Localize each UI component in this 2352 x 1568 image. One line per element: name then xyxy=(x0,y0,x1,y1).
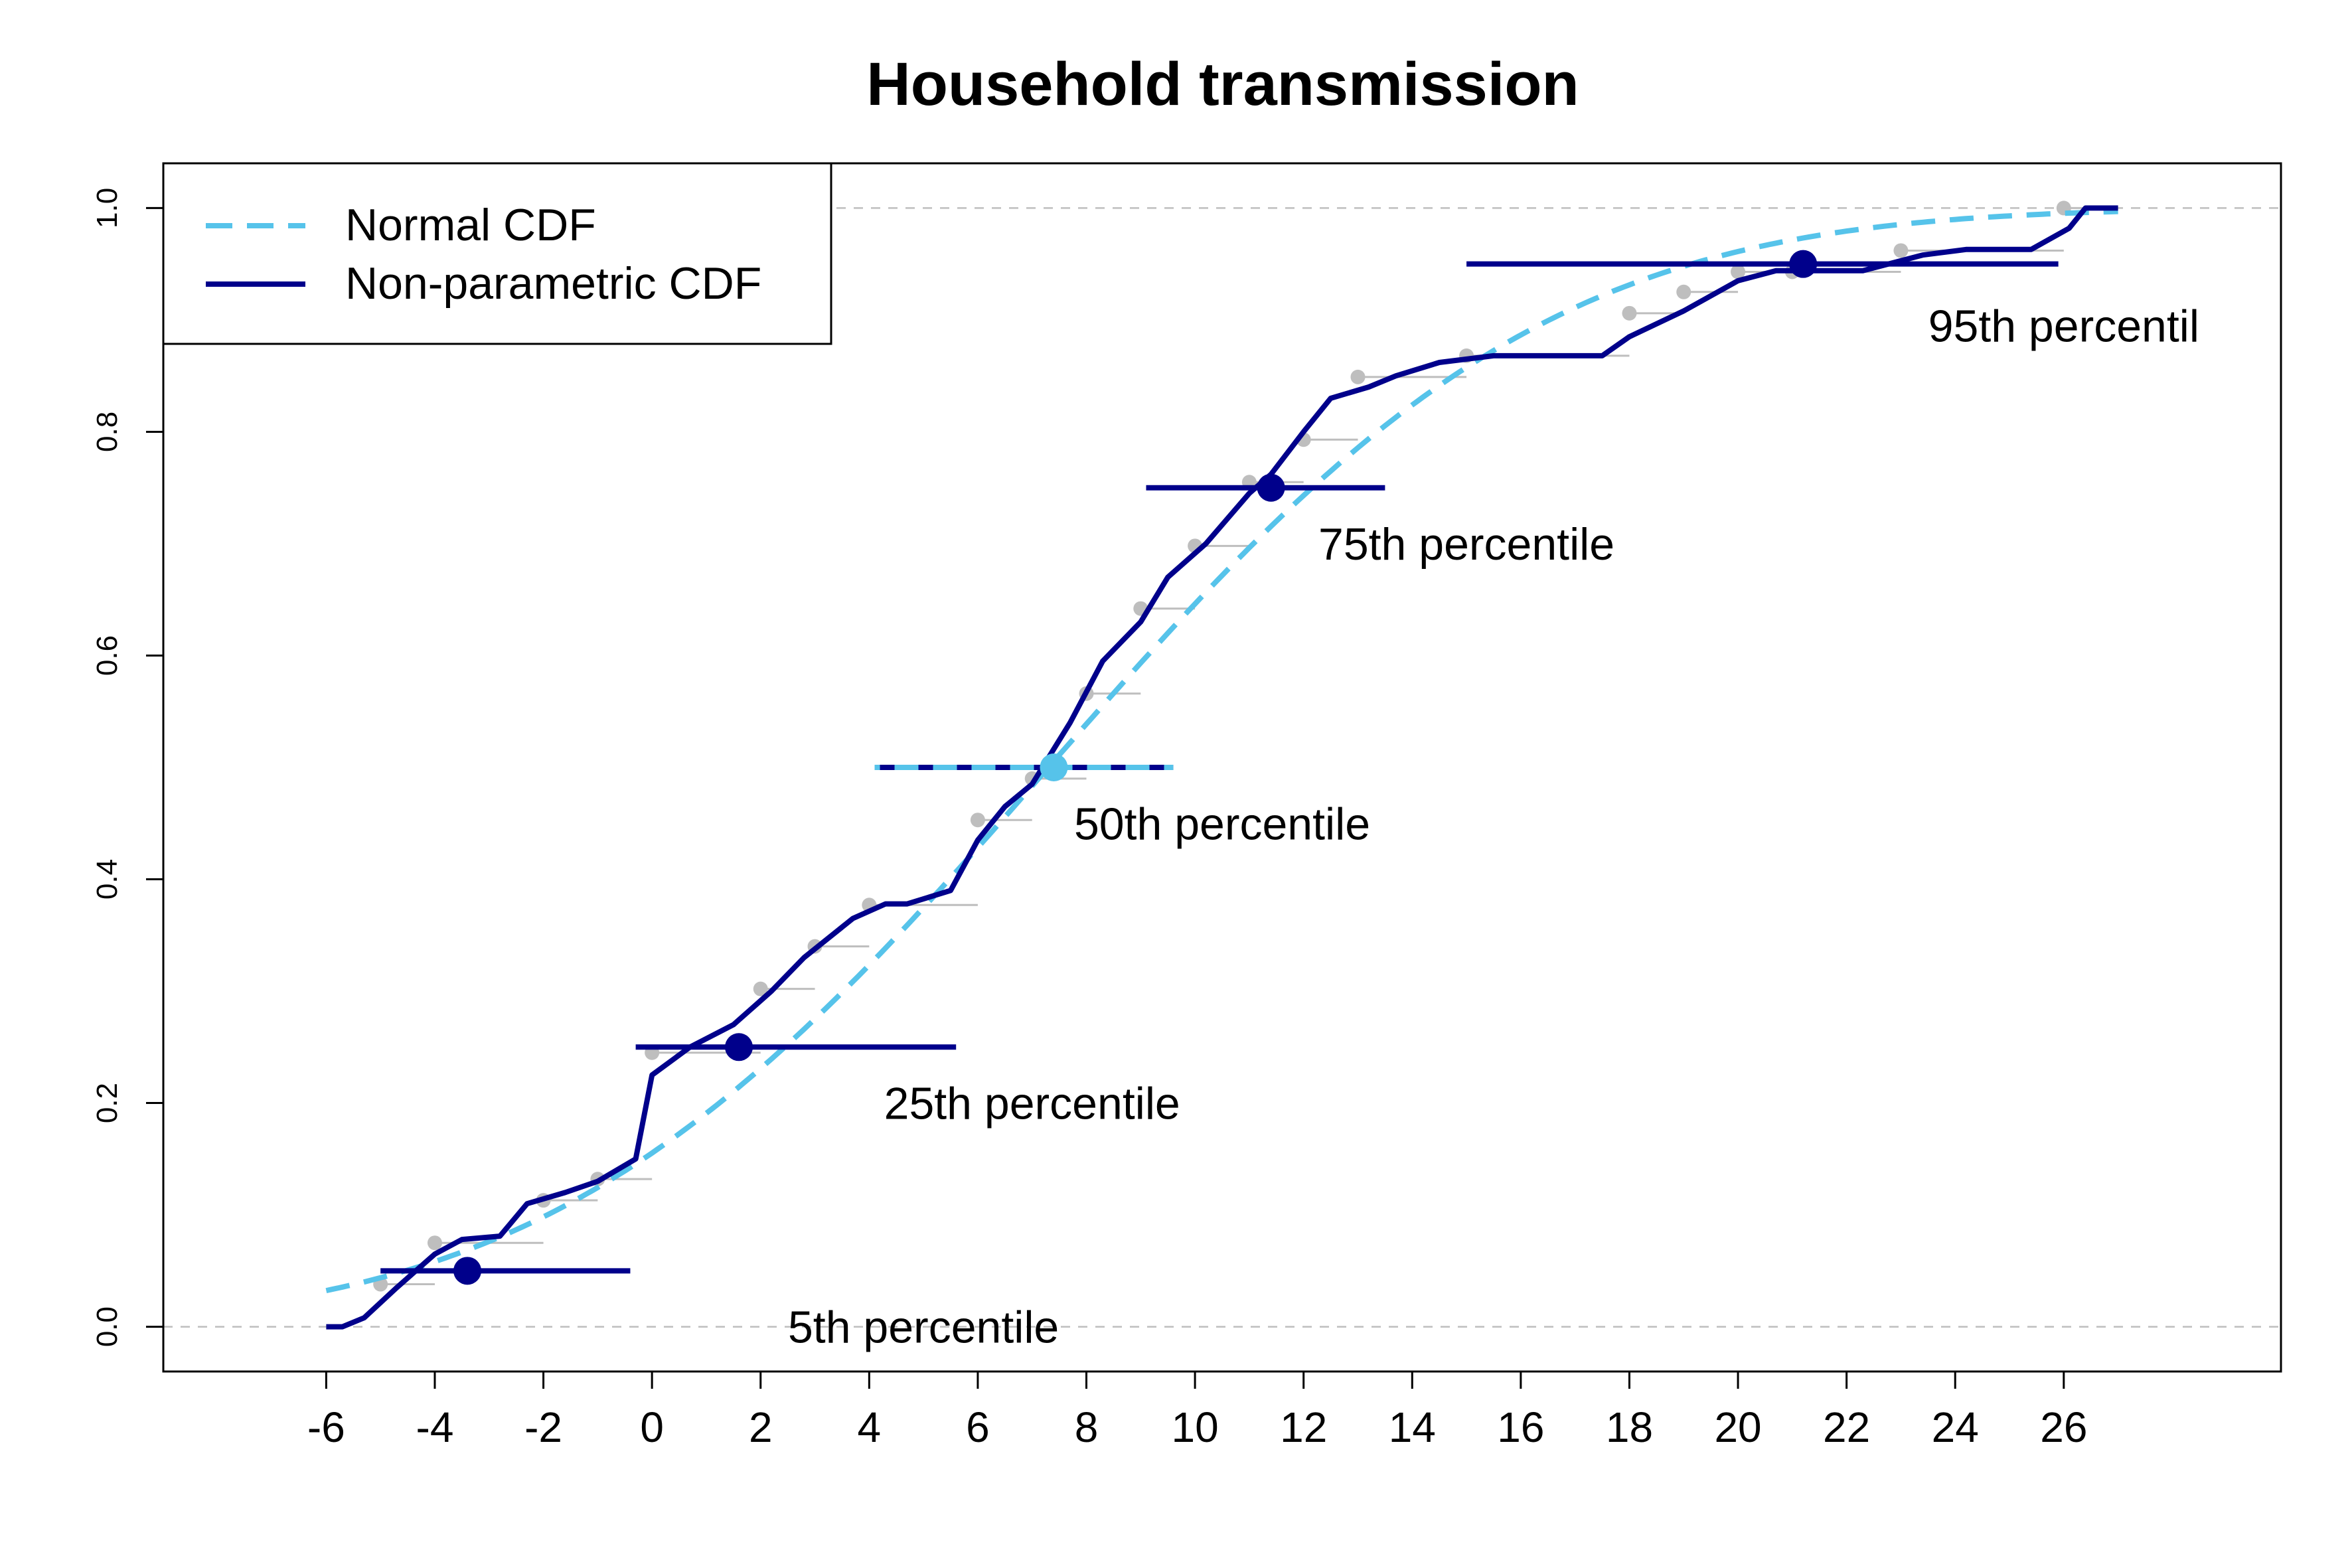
chart-title: Household transmission xyxy=(866,50,1579,118)
x-tick-label: 22 xyxy=(1823,1403,1870,1451)
empirical-point xyxy=(1676,284,1691,299)
empirical-point xyxy=(1893,243,1909,258)
x-tick-label: -2 xyxy=(524,1403,562,1451)
x-tick-label: 4 xyxy=(858,1403,882,1451)
y-tick-label: 1.0 xyxy=(91,188,123,228)
x-tick-label: 18 xyxy=(1606,1403,1653,1451)
y-tick-label: 0.2 xyxy=(91,1083,123,1123)
legend-label-nonparametric: Non-parametric CDF xyxy=(345,258,761,309)
x-tick-label: -6 xyxy=(307,1403,345,1451)
percentile-marker xyxy=(725,1033,753,1061)
empirical-point xyxy=(1350,369,1366,384)
x-axis: -6 -4 -2 0 2 4 6 8 10 12 14 16 18 20 22 24 26 xyxy=(307,1370,2087,1451)
normal-cdf-line xyxy=(325,208,2118,1294)
nonparametric-cdf-line xyxy=(326,205,2118,1330)
x-tick-label: 14 xyxy=(1389,1403,1436,1451)
x-tick-label: 24 xyxy=(1932,1403,1979,1451)
x-tick-label: 16 xyxy=(1497,1403,1544,1451)
y-tick-label: 0.0 xyxy=(91,1306,123,1347)
x-tick-label: 10 xyxy=(1172,1403,1219,1451)
y-tick-label: 0.8 xyxy=(91,412,123,452)
percentile-marker xyxy=(1789,250,1818,278)
empirical-point xyxy=(1622,305,1637,321)
y-tick-label: 0.6 xyxy=(91,635,123,676)
x-tick-label: 26 xyxy=(2040,1403,2087,1451)
y-axis: 0.0 0.2 0.4 0.6 0.8 1.0 xyxy=(91,188,163,1347)
empirical-point xyxy=(753,981,768,996)
x-tick-label: 6 xyxy=(966,1403,990,1451)
percentile-marker xyxy=(1040,753,1068,781)
percentile-label: 50th percentile xyxy=(1074,799,1370,849)
empirical-point xyxy=(1731,264,1746,279)
x-tick-label: 8 xyxy=(1075,1403,1099,1451)
percentile-layer: 5th percentile 25th percentile 50th percen… xyxy=(380,250,2199,1353)
x-tick-label: 20 xyxy=(1714,1403,1761,1451)
y-tick-label: 0.4 xyxy=(91,859,123,900)
legend-box xyxy=(162,162,832,345)
percentile-label: 75th percentile xyxy=(1318,519,1614,570)
legend-label-normal: Normal CDF xyxy=(345,200,596,250)
x-tick-label: 0 xyxy=(640,1403,664,1451)
percentile-label: 25th percentile xyxy=(884,1079,1180,1129)
percentile-label: 95th percentil xyxy=(1928,301,2199,351)
x-tick-label: 2 xyxy=(749,1403,773,1451)
legend: Normal CDF Non-parametric CDF xyxy=(162,162,832,345)
x-tick-label: 12 xyxy=(1280,1403,1327,1451)
x-tick-label: -4 xyxy=(416,1403,454,1451)
percentile-marker xyxy=(453,1257,482,1285)
normal-cdf-layer xyxy=(325,208,2118,1294)
percentile-marker xyxy=(1257,473,1285,502)
nonparametric-cdf-layer xyxy=(326,205,2118,1330)
empirical-point xyxy=(970,813,985,828)
percentile-label: 5th percentile xyxy=(788,1302,1059,1353)
empirical-point xyxy=(427,1235,442,1251)
